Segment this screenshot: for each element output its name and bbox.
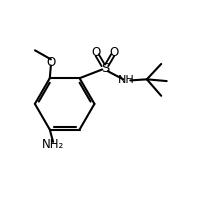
Text: S: S	[101, 62, 109, 75]
Text: NH: NH	[117, 75, 134, 85]
Text: NH₂: NH₂	[42, 139, 64, 151]
Text: O: O	[91, 46, 100, 59]
Text: O: O	[110, 46, 119, 59]
Text: O: O	[46, 56, 56, 69]
